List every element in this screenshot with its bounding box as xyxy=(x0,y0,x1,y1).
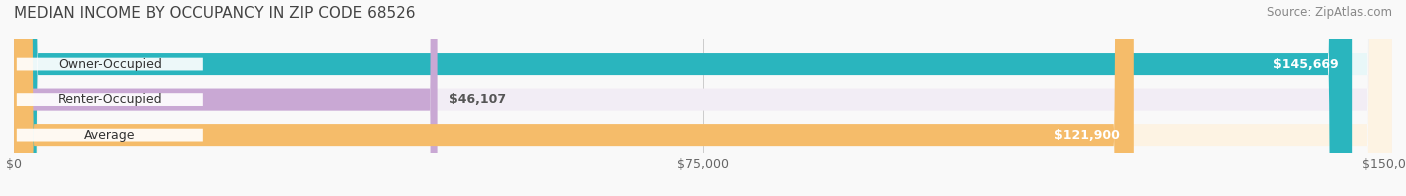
Text: Average: Average xyxy=(84,129,135,142)
Text: $121,900: $121,900 xyxy=(1054,129,1121,142)
Text: Renter-Occupied: Renter-Occupied xyxy=(58,93,162,106)
FancyBboxPatch shape xyxy=(14,0,1392,196)
Text: MEDIAN INCOME BY OCCUPANCY IN ZIP CODE 68526: MEDIAN INCOME BY OCCUPANCY IN ZIP CODE 6… xyxy=(14,6,416,21)
FancyBboxPatch shape xyxy=(14,0,437,196)
Text: Owner-Occupied: Owner-Occupied xyxy=(58,58,162,71)
FancyBboxPatch shape xyxy=(14,0,1392,196)
Text: $46,107: $46,107 xyxy=(449,93,506,106)
FancyBboxPatch shape xyxy=(14,0,1392,196)
Text: $145,669: $145,669 xyxy=(1272,58,1339,71)
Text: Source: ZipAtlas.com: Source: ZipAtlas.com xyxy=(1267,6,1392,19)
FancyBboxPatch shape xyxy=(17,93,202,106)
FancyBboxPatch shape xyxy=(14,0,1353,196)
FancyBboxPatch shape xyxy=(17,129,202,142)
FancyBboxPatch shape xyxy=(17,58,202,70)
FancyBboxPatch shape xyxy=(14,0,1133,196)
